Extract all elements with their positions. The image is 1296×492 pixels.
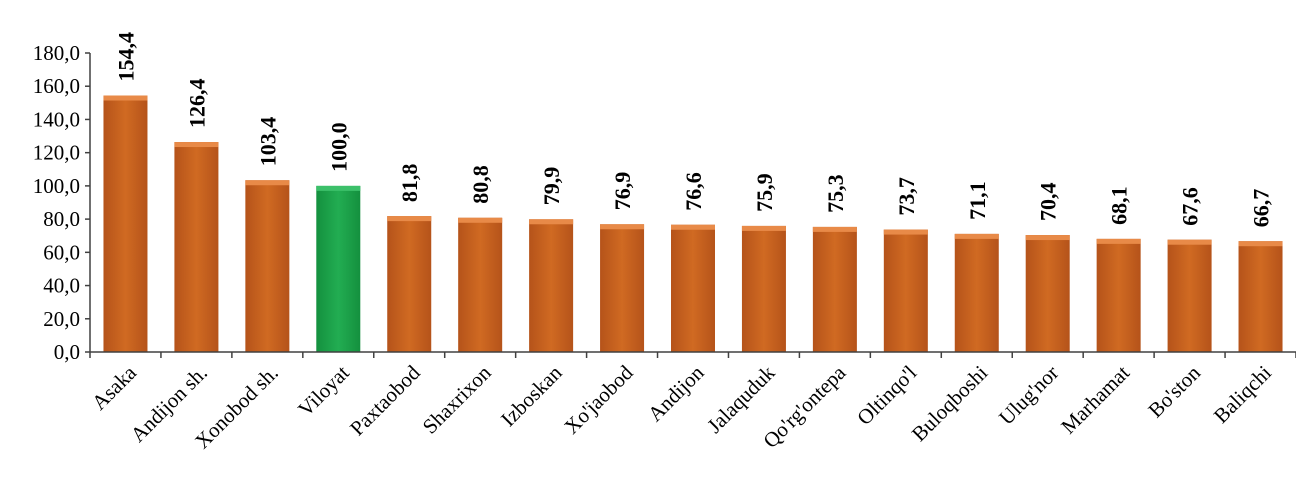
data-label: 73,7 [894,177,919,216]
x-category-label: Asaka [87,360,142,415]
data-label: 100,0 [326,122,351,172]
y-tick-label: 80,0 [43,207,80,231]
bar-top [458,217,503,223]
bar-top [671,224,715,230]
bar-top [245,180,290,186]
bar-14: 70,4 [1025,183,1070,352]
x-category-label: Buloqboshi [907,360,993,446]
bar-5: 81,8 [387,164,432,352]
data-label: 79,9 [539,167,564,206]
bar-rect [529,219,574,352]
x-category-label: Oltinqo'l [852,360,921,429]
data-label: 67,6 [1178,187,1203,226]
bar-7: 79,9 [529,167,574,352]
bar-10: 75,9 [741,173,786,352]
bar-top [1167,239,1212,245]
x-category-label: Andijon [643,360,709,426]
data-label: 103,4 [255,117,280,167]
data-label: 66,7 [1249,189,1274,228]
bar-rect [174,142,219,352]
x-category-label: Ulug'nor [994,361,1063,430]
x-category-label: Viloyat [293,360,354,421]
bar-rect [671,224,715,352]
y-tick-label: 160,0 [33,74,80,98]
bar-rect [883,229,928,352]
bar-rect [458,217,503,352]
bar-top [741,225,786,231]
data-label: 71,1 [965,181,990,220]
bar-top [103,95,148,101]
bar-1: 154,4 [103,32,148,352]
bar-top [529,219,574,225]
bar-8: 76,9 [600,172,645,352]
data-label: 81,8 [397,164,422,203]
x-category-label: Xo'jaobod [559,360,638,439]
bar-rect [741,225,786,352]
x-category-label: Baliqchi [1209,360,1276,427]
bar-11: 75,3 [812,174,857,352]
bar-rect [1096,238,1141,352]
bar-16: 67,6 [1167,187,1212,352]
x-category-label: Izboskan [496,360,567,431]
bar-rect [812,226,857,352]
data-label: 75,3 [823,174,848,213]
y-tick-label: 0,0 [54,340,80,364]
bar-rect [316,185,361,352]
bar-rect [954,233,999,352]
bar-rect [1167,239,1212,352]
x-category-label: Paxtaobod [345,360,425,440]
bar-12: 73,7 [883,177,928,352]
data-label: 76,6 [681,172,706,211]
data-label: 154,4 [113,32,138,82]
data-label: 68,1 [1107,186,1132,225]
x-category-label: Shaxrixon [418,360,496,438]
bar-top [600,224,645,230]
bar-17: 66,7 [1238,189,1283,352]
bar-15: 68,1 [1096,186,1141,352]
x-category-label: Bo'ston [1143,360,1205,422]
data-label: 126,4 [184,79,209,129]
y-tick-label: 100,0 [33,174,80,198]
bar-top [954,233,999,239]
bar-top [1025,235,1070,241]
data-label: 80,8 [468,165,493,204]
bar-rect [103,95,148,352]
y-tick-label: 120,0 [33,141,80,165]
y-tick-label: 180,0 [33,41,80,65]
bar-top [883,229,928,235]
data-label: 76,9 [610,172,635,211]
y-tick-label: 140,0 [33,107,80,131]
bar-3: 103,4 [245,117,290,352]
bar-4: 100,0 [316,122,361,352]
y-tick-label: 40,0 [43,274,80,298]
bar-top [1096,238,1141,244]
bar-top [387,216,432,222]
bar-6: 80,8 [458,165,503,352]
bar-top [1238,241,1283,247]
y-tick-label: 60,0 [43,240,80,264]
bar-rect [245,180,290,352]
bar-rect [1238,241,1283,352]
x-category-label: Marhamat [1056,360,1134,438]
y-tick-label: 20,0 [43,307,80,331]
bar-rect [387,216,432,352]
bars: 154,4 126,4 103,4 100,0 81,8 80,8 79,9 76,9 76,6… [103,32,1283,352]
bar-9: 76,6 [671,172,715,352]
data-label: 70,4 [1036,183,1061,222]
bar-top [812,226,857,232]
bar-13: 71,1 [954,181,999,352]
bar-top [174,142,219,148]
bar-2: 126,4 [174,79,219,352]
bar-rect [600,224,645,352]
bar-rect [1025,235,1070,352]
y-axis: 0,0 20,0 40,0 60,0 80,0 100,0 120,0 140,0 160,0 1… [33,41,91,364]
bar-top [316,185,361,191]
data-label: 75,9 [752,173,777,212]
